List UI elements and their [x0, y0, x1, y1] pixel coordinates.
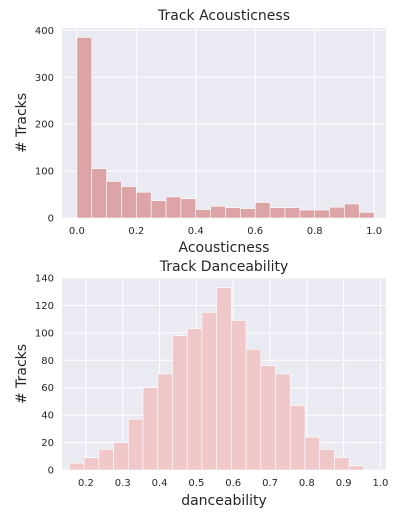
- histogram-bar: [151, 201, 166, 218]
- histogram-bar: [320, 449, 335, 470]
- histogram-bar: [231, 321, 246, 470]
- x-tick-label: 0.0: [69, 226, 85, 237]
- x-tick-label: 1.0: [366, 226, 382, 237]
- histogram-bar: [99, 449, 114, 470]
- histogram-bar: [202, 312, 217, 470]
- x-tick-label: 0.3: [115, 478, 131, 489]
- chart-title: Track Acousticness: [157, 8, 290, 24]
- histogram-bar: [114, 443, 129, 470]
- x-tick-label: 1.0: [373, 478, 389, 489]
- y-tick-label: 0: [48, 466, 54, 477]
- histogram-bar: [240, 209, 255, 218]
- histogram-bar: [121, 187, 136, 218]
- histogram-bar: [290, 406, 305, 470]
- histogram-bar: [69, 463, 84, 470]
- histogram-bar: [196, 210, 211, 218]
- histogram-bar: [285, 208, 300, 218]
- y-tick-label: 200: [35, 120, 54, 131]
- histogram-bar: [270, 208, 285, 218]
- y-tick-label: 100: [35, 167, 54, 178]
- histogram-bar: [187, 329, 202, 470]
- x-tick-label: 0.9: [336, 478, 352, 489]
- y-tick-label: 120: [35, 301, 54, 312]
- histogram-bar: [305, 437, 320, 470]
- histogram-bar: [128, 419, 143, 470]
- x-tick-label: 0.4: [152, 478, 168, 489]
- histogram-bar: [172, 336, 187, 470]
- y-tick-label: 300: [35, 73, 54, 84]
- histogram-bar: [300, 210, 315, 218]
- histogram-bar: [217, 288, 232, 470]
- x-tick-label: 0.7: [262, 478, 278, 489]
- histogram-bar: [261, 366, 276, 470]
- x-tick-label: 0.2: [128, 226, 144, 237]
- x-tick-label: 0.8: [299, 478, 315, 489]
- x-tick-label: 0.6: [247, 226, 263, 237]
- y-axis-label: # Tracks: [14, 344, 30, 404]
- x-tick-label: 0.8: [307, 226, 323, 237]
- x-tick-label: 0.2: [78, 478, 94, 489]
- histogram-bar: [166, 197, 181, 218]
- acousticness-histogram: 0 100 200 300 400 0.0 0.2 0.4 0.6 0.8 1.0 Track Aco…: [14, 8, 386, 256]
- histogram-bar: [143, 388, 158, 470]
- y-tick-label: 80: [41, 356, 54, 367]
- histogram-bar: [225, 208, 240, 218]
- x-tick-label: 0.4: [188, 226, 204, 237]
- histogram-bar: [255, 203, 270, 218]
- y-tick-label: 140: [35, 274, 54, 285]
- histogram-bar: [77, 37, 92, 218]
- histogram-bar: [92, 169, 107, 218]
- histogram-bar: [359, 212, 374, 218]
- x-tick-label: 0.5: [188, 478, 204, 489]
- y-tick-label: 20: [41, 438, 54, 449]
- histogram-bar: [246, 349, 261, 470]
- chart-title: Track Danceability: [159, 259, 289, 275]
- histogram-bar: [349, 466, 364, 470]
- x-axis-label: Acousticness: [179, 240, 270, 256]
- y-tick-label: 100: [35, 328, 54, 339]
- x-axis-label: danceability: [181, 493, 267, 509]
- histogram-bar: [211, 206, 226, 218]
- histogram-bar: [181, 199, 196, 218]
- histogram-bar: [84, 458, 99, 470]
- histogram-bar: [276, 374, 291, 470]
- histogram-bar: [344, 204, 359, 218]
- histogram-bar: [158, 374, 173, 470]
- danceability-histogram: 0 20 40 60 80 100 120 140 0.2 0.3 0.4 0.5 0.6 0.7 0.8 0…: [14, 259, 388, 509]
- y-tick-label: 0: [48, 214, 54, 225]
- y-axis-label: # Tracks: [14, 93, 30, 153]
- y-tick-label: 400: [35, 26, 54, 37]
- y-tick-label: 40: [41, 411, 54, 422]
- x-tick-label: 0.6: [225, 478, 241, 489]
- histogram-bar: [107, 181, 122, 218]
- histogram-bar: [334, 458, 349, 470]
- histogram-bar: [136, 192, 151, 218]
- histogram-bar: [330, 207, 345, 218]
- y-tick-label: 60: [41, 383, 54, 394]
- histogram-bar: [315, 210, 330, 218]
